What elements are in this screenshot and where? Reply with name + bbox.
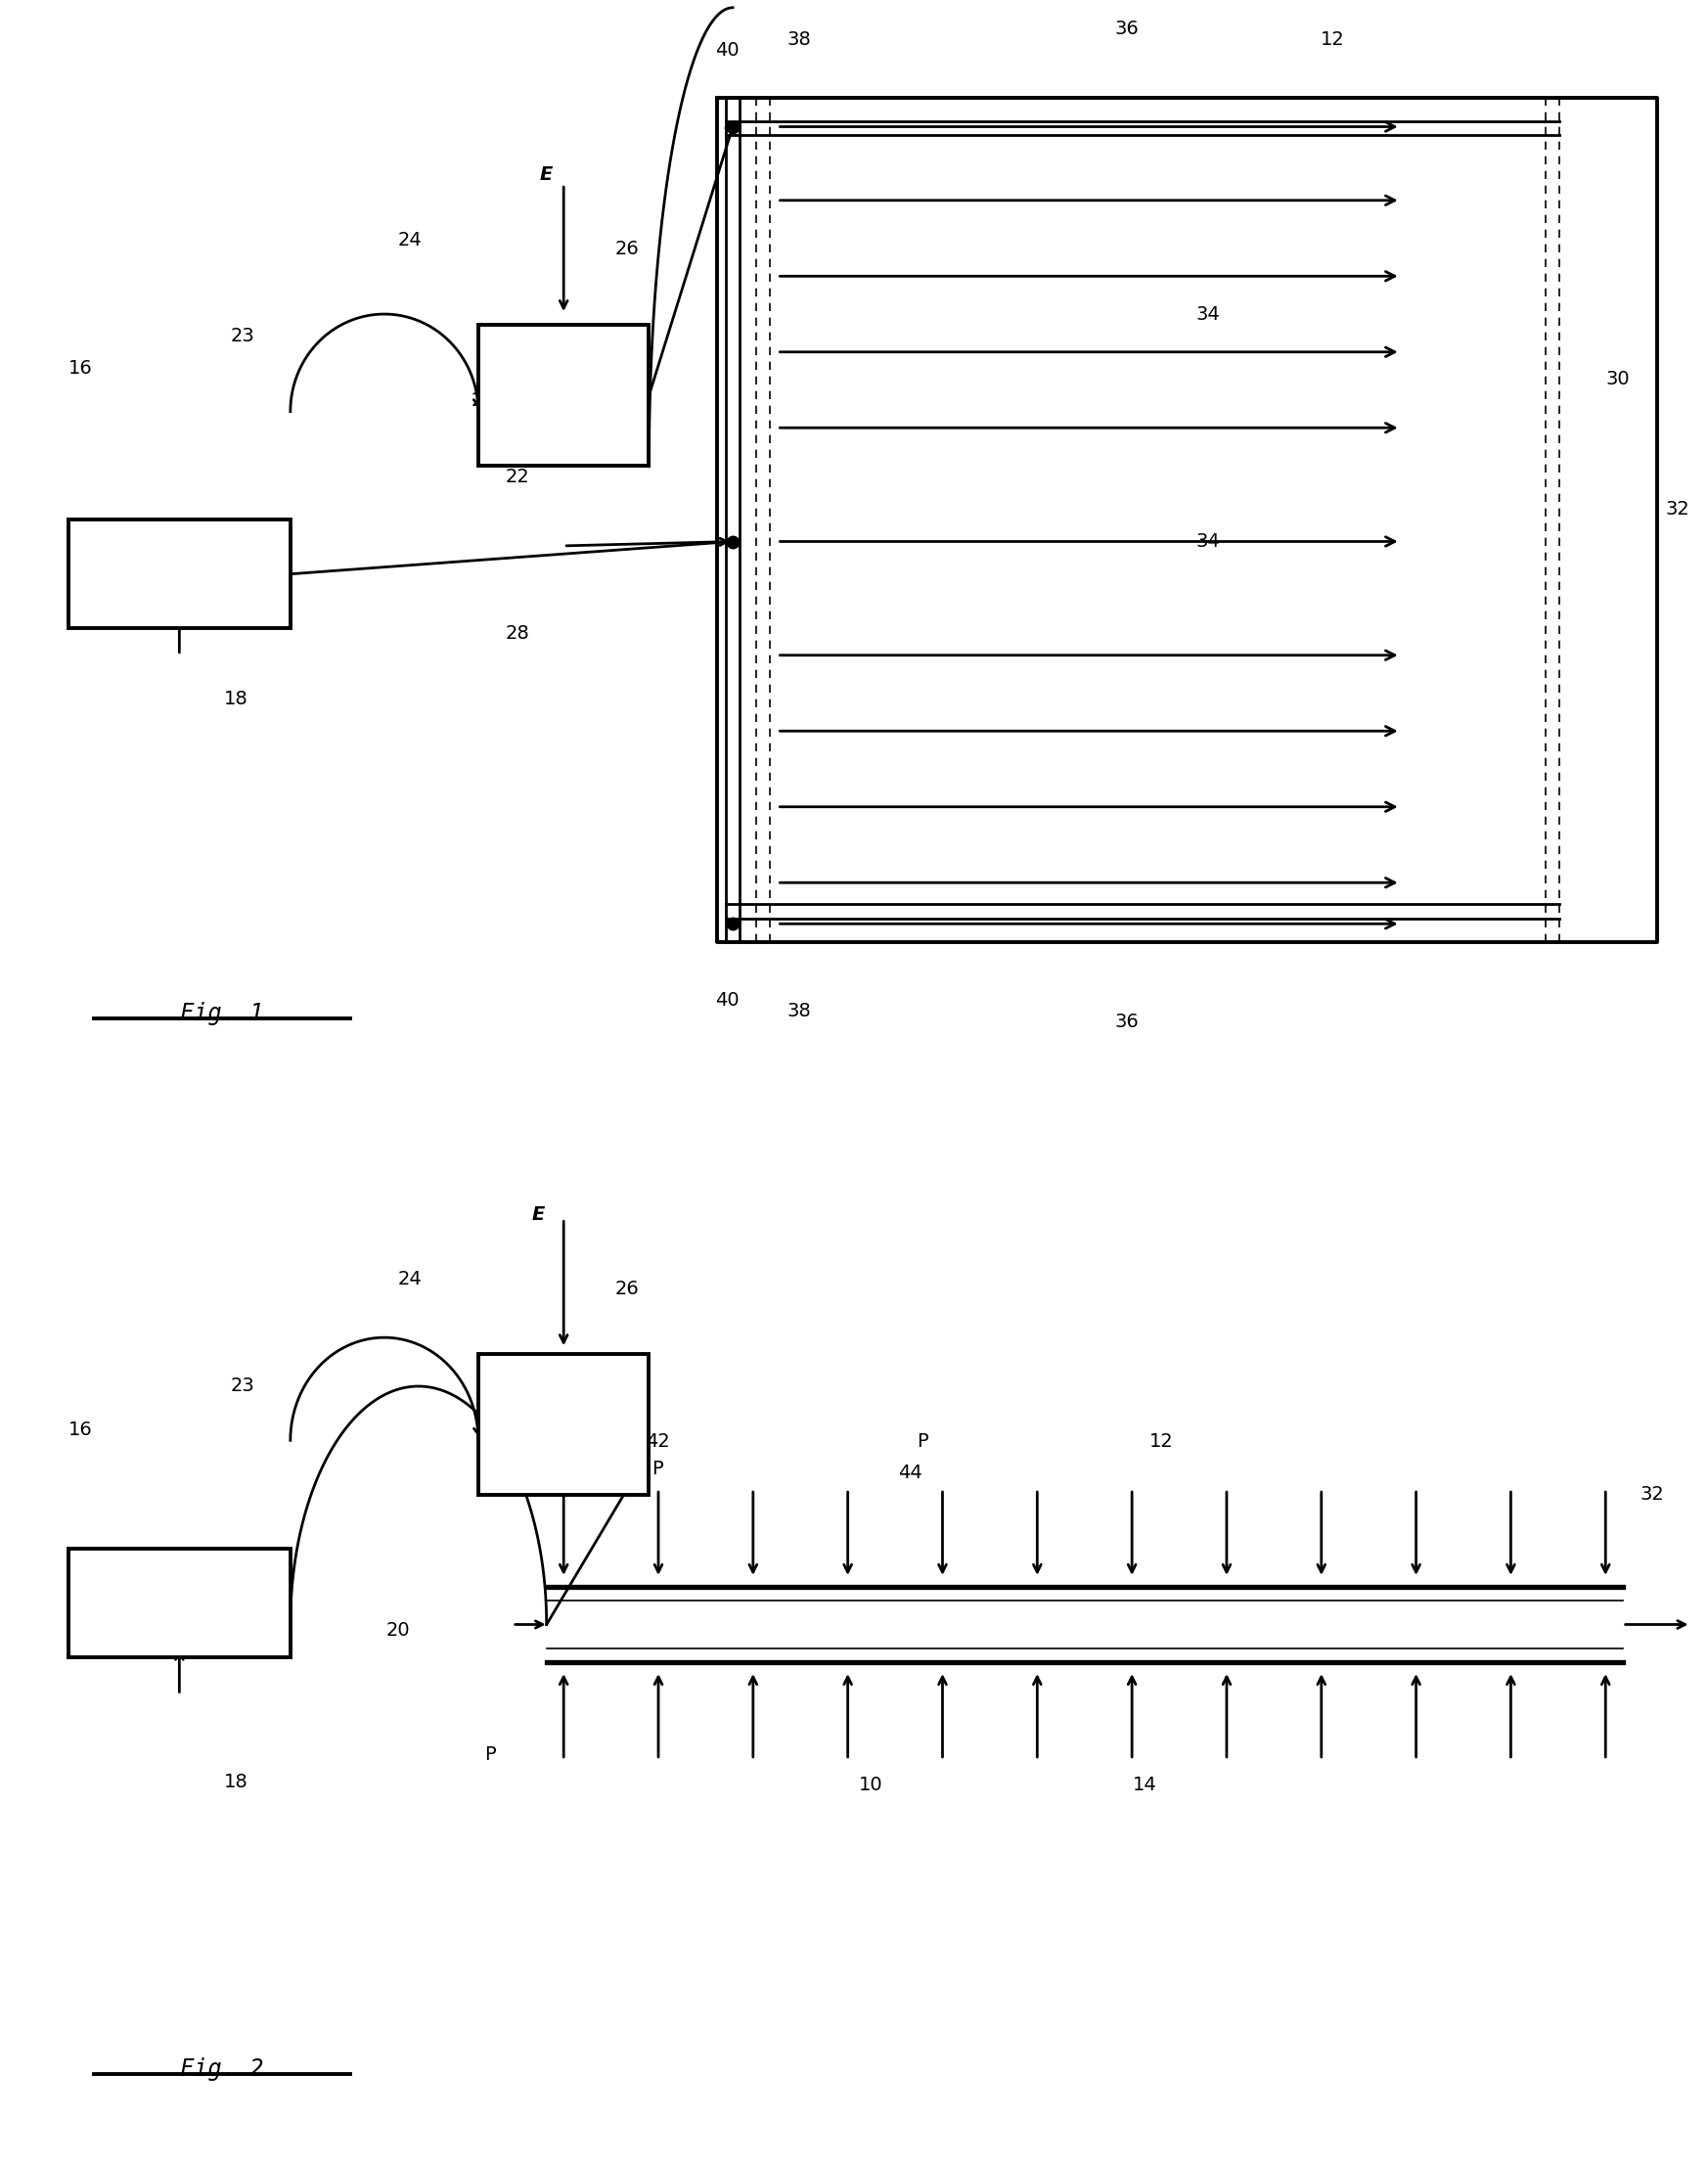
- Text: 44: 44: [898, 1464, 922, 1482]
- Text: Fig. 2: Fig. 2: [181, 2058, 263, 2082]
- Text: 26: 26: [615, 1280, 639, 1297]
- Text: 32: 32: [1640, 1486, 1664, 1503]
- Text: 36: 36: [1115, 1014, 1139, 1031]
- Text: 34: 34: [1196, 305, 1220, 323]
- Text: 20: 20: [386, 1620, 410, 1640]
- Text: P: P: [917, 1432, 927, 1451]
- Text: 30: 30: [1606, 370, 1629, 388]
- Text: P: P: [652, 1460, 663, 1477]
- Text: P: P: [483, 1746, 495, 1763]
- Text: 18: 18: [224, 1772, 248, 1791]
- Bar: [68, 1549, 290, 1657]
- Text: E: E: [540, 165, 553, 184]
- Text: 38: 38: [787, 30, 811, 50]
- Text: 34: 34: [1196, 533, 1220, 550]
- Text: 12: 12: [1320, 30, 1344, 50]
- Text: 16: 16: [68, 360, 92, 377]
- Text: 40: 40: [716, 41, 740, 61]
- Text: 24: 24: [398, 230, 422, 249]
- Text: 10: 10: [859, 1776, 883, 1796]
- Text: 23: 23: [231, 327, 254, 344]
- Text: 40: 40: [716, 992, 740, 1009]
- Text: 26: 26: [615, 240, 639, 258]
- Text: 14: 14: [1132, 1776, 1156, 1796]
- Text: 28: 28: [506, 624, 529, 643]
- Text: 12: 12: [1149, 1432, 1173, 1451]
- Text: 24: 24: [398, 1269, 422, 1289]
- Text: Fig. 1: Fig. 1: [181, 1001, 263, 1025]
- Bar: [478, 325, 649, 466]
- Text: 16: 16: [68, 1421, 92, 1438]
- Text: 20: 20: [471, 392, 495, 409]
- Text: 18: 18: [224, 689, 248, 708]
- Text: 22: 22: [506, 468, 529, 485]
- Text: 36: 36: [1115, 19, 1139, 37]
- Text: 38: 38: [787, 1001, 811, 1020]
- Text: E: E: [531, 1204, 545, 1224]
- Text: 23: 23: [231, 1378, 254, 1395]
- Bar: [68, 520, 290, 628]
- Bar: [478, 1354, 649, 1495]
- Text: 42: 42: [646, 1432, 670, 1451]
- Text: 32: 32: [1665, 500, 1689, 518]
